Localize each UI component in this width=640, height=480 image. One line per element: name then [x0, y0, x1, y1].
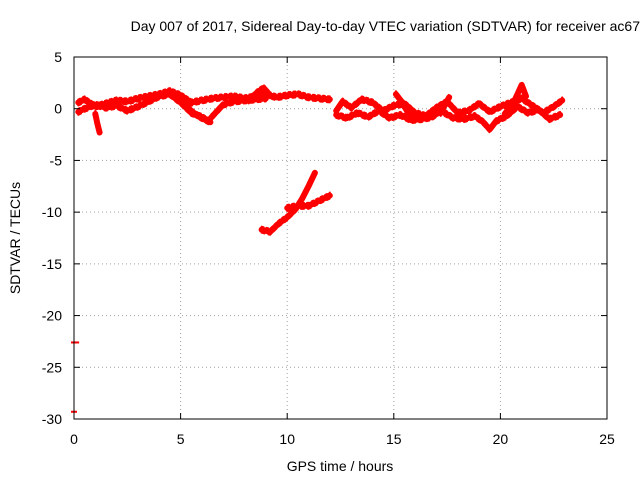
data-trace-spread: [77, 96, 267, 126]
y-tick-label: -30: [42, 411, 62, 427]
data-trace-spread: [439, 93, 451, 111]
x-tick-label: 20: [493, 431, 509, 447]
x-tick-label: 0: [70, 431, 78, 447]
y-tick-label: 0: [54, 101, 62, 117]
data-trace-spread: [94, 115, 101, 137]
data-trace-spread: [77, 87, 331, 105]
data-trace: [284, 192, 333, 211]
data-trace-spread: [177, 100, 212, 127]
data-traces: [71, 80, 566, 413]
y-tick-label: -25: [42, 359, 62, 375]
x-tick-label: 25: [599, 431, 615, 447]
chart-title: Day 007 of 2017, Sidereal Day-to-day VTE…: [131, 18, 640, 34]
data-trace-spread: [439, 99, 451, 117]
data-trace-spread: [394, 96, 417, 125]
data-trace-spread: [77, 90, 267, 120]
data-trace-spread: [503, 86, 527, 118]
data-trace-spread: [335, 102, 562, 128]
data-trace: [75, 88, 333, 110]
y-tick-label: -20: [42, 308, 62, 324]
data-trace-spread: [247, 84, 272, 99]
data-trace-spread: [247, 90, 272, 105]
data-trace-spread: [335, 108, 562, 134]
data-trace: [392, 91, 419, 124]
data-trace: [245, 85, 274, 104]
data-trace: [333, 103, 564, 133]
data-trace: [258, 169, 318, 235]
data-trace: [175, 95, 214, 126]
y-tick-label: -15: [42, 256, 62, 272]
axis-ticks: 0 5 10 15 20 25 5 0 -5 -10 -15 -20 -25 -30: [42, 49, 615, 447]
y-tick-label: 5: [54, 49, 62, 65]
data-trace: [75, 91, 269, 125]
x-tick-label: 5: [177, 431, 185, 447]
y-tick-label: -5: [50, 152, 63, 168]
x-axis-label: GPS time / hours: [287, 458, 394, 474]
y-axis-label: SDTVAR / TECUs: [7, 182, 23, 294]
data-trace-spread: [503, 80, 527, 112]
x-tick-label: 15: [386, 431, 402, 447]
data-trace-spread: [94, 109, 101, 131]
plot-frame: [73, 56, 608, 420]
data-trace-spread: [286, 197, 331, 212]
data-trace-spread: [286, 191, 331, 206]
data-trace-spread: [177, 94, 212, 121]
data-trace-spread: [260, 174, 316, 236]
data-trace: [501, 81, 529, 117]
data-trace-spread: [394, 90, 417, 119]
data-trace: [437, 94, 453, 116]
y-tick-label: -10: [42, 204, 62, 220]
x-tick-label: 10: [279, 431, 295, 447]
